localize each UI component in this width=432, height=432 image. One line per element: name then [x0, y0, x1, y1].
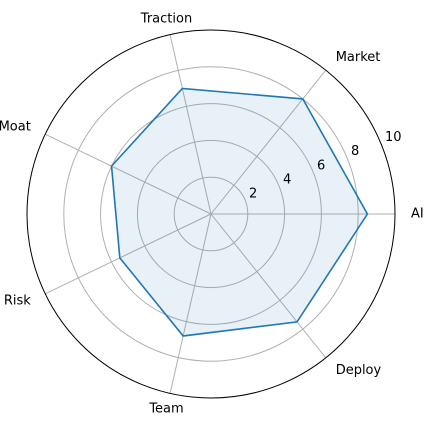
radial-tick-labels: 2 4 6 8 10 — [249, 130, 402, 201]
category-label-moat: Moat — [0, 120, 31, 135]
series-line — [110, 87, 369, 337]
radial-tick-label: 6 — [317, 158, 325, 173]
spoke-line — [210, 69, 327, 215]
spoke-line — [169, 213, 212, 394]
radial-tick-label: 8 — [351, 144, 359, 159]
category-labels: AI Market Traction Moat Risk Team Deploy — [0, 12, 424, 417]
category-label-team: Team — [148, 402, 183, 417]
category-label-deploy: Deploy — [336, 363, 382, 378]
radial-tick-label: 2 — [249, 186, 257, 201]
radar-outer-frame — [26, 29, 396, 399]
category-label-market: Market — [336, 50, 381, 65]
category-label-ai: AI — [411, 207, 424, 222]
radar-series — [110, 87, 369, 337]
radial-tick-label: 4 — [283, 172, 291, 187]
category-label-risk: Risk — [4, 293, 31, 308]
series-area — [111, 88, 368, 336]
spoke-line — [210, 213, 327, 359]
radar-spokes — [45, 34, 395, 394]
radial-tick-label: 10 — [385, 130, 402, 145]
spoke-line — [169, 34, 212, 215]
spoke-line — [45, 213, 212, 295]
spoke-line — [45, 133, 212, 215]
category-label-traction: Traction — [140, 12, 192, 27]
